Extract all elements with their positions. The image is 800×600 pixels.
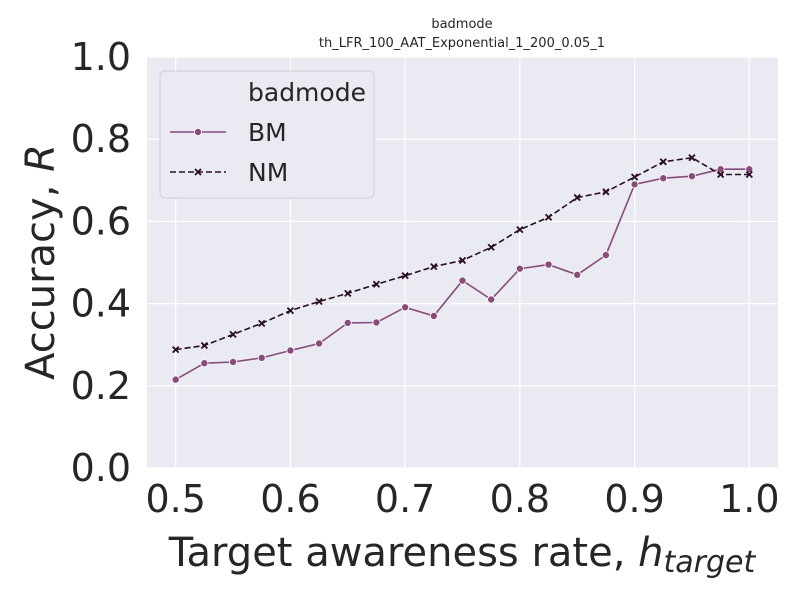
data-point-nm bbox=[516, 225, 524, 234]
x-tick-label: 0.5 bbox=[145, 477, 205, 521]
data-point-nm bbox=[401, 272, 409, 280]
y-tick-labels: 0.0 0.2 0.4 0.6 0.8 1.0 bbox=[71, 35, 131, 490]
data-point-nm bbox=[602, 188, 610, 196]
data-point-bm bbox=[544, 260, 553, 269]
y-tick-label: 0.0 bbox=[71, 446, 131, 490]
series-group bbox=[171, 154, 754, 384]
data-point-bm bbox=[200, 359, 209, 368]
y-tick-label: 0.6 bbox=[71, 199, 131, 243]
data-point-nm bbox=[172, 345, 180, 354]
x-tick-label: 1.0 bbox=[719, 477, 779, 521]
y-tick-label: 0.4 bbox=[71, 282, 131, 326]
data-point-nm bbox=[745, 170, 753, 179]
data-point-bm bbox=[429, 311, 438, 320]
data-point-nm bbox=[487, 243, 495, 251]
x-tick-label: 0.8 bbox=[490, 477, 550, 521]
y-axis-label-var: R bbox=[18, 144, 64, 172]
data-point-bm bbox=[458, 276, 467, 285]
y-tick-label: 0.2 bbox=[71, 364, 131, 408]
x-axis-label-sub: target bbox=[664, 545, 757, 580]
legend-box bbox=[159, 70, 375, 199]
data-point-nm bbox=[372, 280, 381, 288]
y-axis-label: Accuracy, R bbox=[18, 144, 64, 380]
x-axis-label-prefix: Target awareness rate, bbox=[168, 530, 638, 576]
legend-item-nm: NM bbox=[170, 158, 288, 187]
series-bm bbox=[171, 165, 754, 384]
data-point-nm bbox=[229, 330, 237, 339]
legend-item-bm: BM bbox=[170, 118, 287, 147]
legend-marker-bm bbox=[193, 127, 202, 136]
data-point-bm bbox=[257, 353, 266, 362]
data-point-nm bbox=[544, 213, 553, 221]
data-point-bm bbox=[343, 318, 352, 327]
data-point-bm bbox=[286, 346, 295, 355]
legend-label-bm: BM bbox=[248, 118, 287, 147]
data-point-nm bbox=[430, 262, 438, 271]
data-point-bm bbox=[229, 357, 238, 366]
data-point-nm bbox=[315, 297, 323, 306]
data-point-bm bbox=[659, 174, 668, 183]
x-axis-label-var: h bbox=[638, 530, 663, 576]
legend-marker-nm bbox=[194, 168, 202, 176]
legend: badmode BM NM bbox=[159, 70, 375, 199]
data-point-nm bbox=[258, 319, 266, 327]
data-point-nm bbox=[344, 289, 352, 297]
x-axis-label: Target awareness rate, htarget bbox=[168, 530, 757, 580]
data-point-bm bbox=[171, 375, 180, 384]
data-point-nm bbox=[630, 173, 639, 181]
chart-subtitle: th_LFR_100_AAT_Exponential_1_200_0.05_1 bbox=[319, 36, 605, 51]
data-point-bm bbox=[487, 295, 496, 304]
data-point-bm bbox=[315, 339, 324, 348]
x-tick-label: 0.7 bbox=[375, 477, 435, 521]
x-tick-labels: 0.5 0.6 0.7 0.8 0.9 1.0 bbox=[145, 477, 779, 521]
data-point-bm bbox=[630, 180, 639, 189]
x-tick-label: 0.9 bbox=[604, 477, 664, 521]
y-axis-label-prefix: Accuracy, bbox=[18, 172, 64, 380]
legend-label-nm: NM bbox=[248, 158, 288, 187]
data-point-nm bbox=[688, 154, 696, 162]
data-point-bm bbox=[573, 270, 582, 279]
y-tick-label: 1.0 bbox=[71, 35, 131, 79]
data-point-bm bbox=[601, 251, 610, 260]
data-point-nm bbox=[659, 158, 667, 166]
data-point-bm bbox=[716, 165, 725, 174]
grid bbox=[147, 56, 778, 469]
data-point-nm bbox=[458, 256, 467, 265]
data-point-bm bbox=[515, 264, 524, 273]
series-nm bbox=[172, 154, 753, 354]
data-point-nm bbox=[200, 341, 209, 350]
data-point-nm bbox=[286, 306, 295, 315]
data-point-bm bbox=[372, 318, 381, 327]
legend-title: badmode bbox=[248, 78, 366, 107]
data-point-bm bbox=[745, 165, 754, 174]
data-point-nm bbox=[716, 170, 725, 179]
data-point-bm bbox=[401, 303, 410, 312]
x-tick-label: 0.6 bbox=[260, 477, 320, 521]
data-point-bm bbox=[687, 172, 696, 181]
chart-title: badmode bbox=[431, 17, 492, 32]
legend-items: BM NM bbox=[170, 118, 288, 187]
data-point-nm bbox=[573, 193, 581, 202]
y-tick-label: 0.8 bbox=[71, 117, 131, 161]
